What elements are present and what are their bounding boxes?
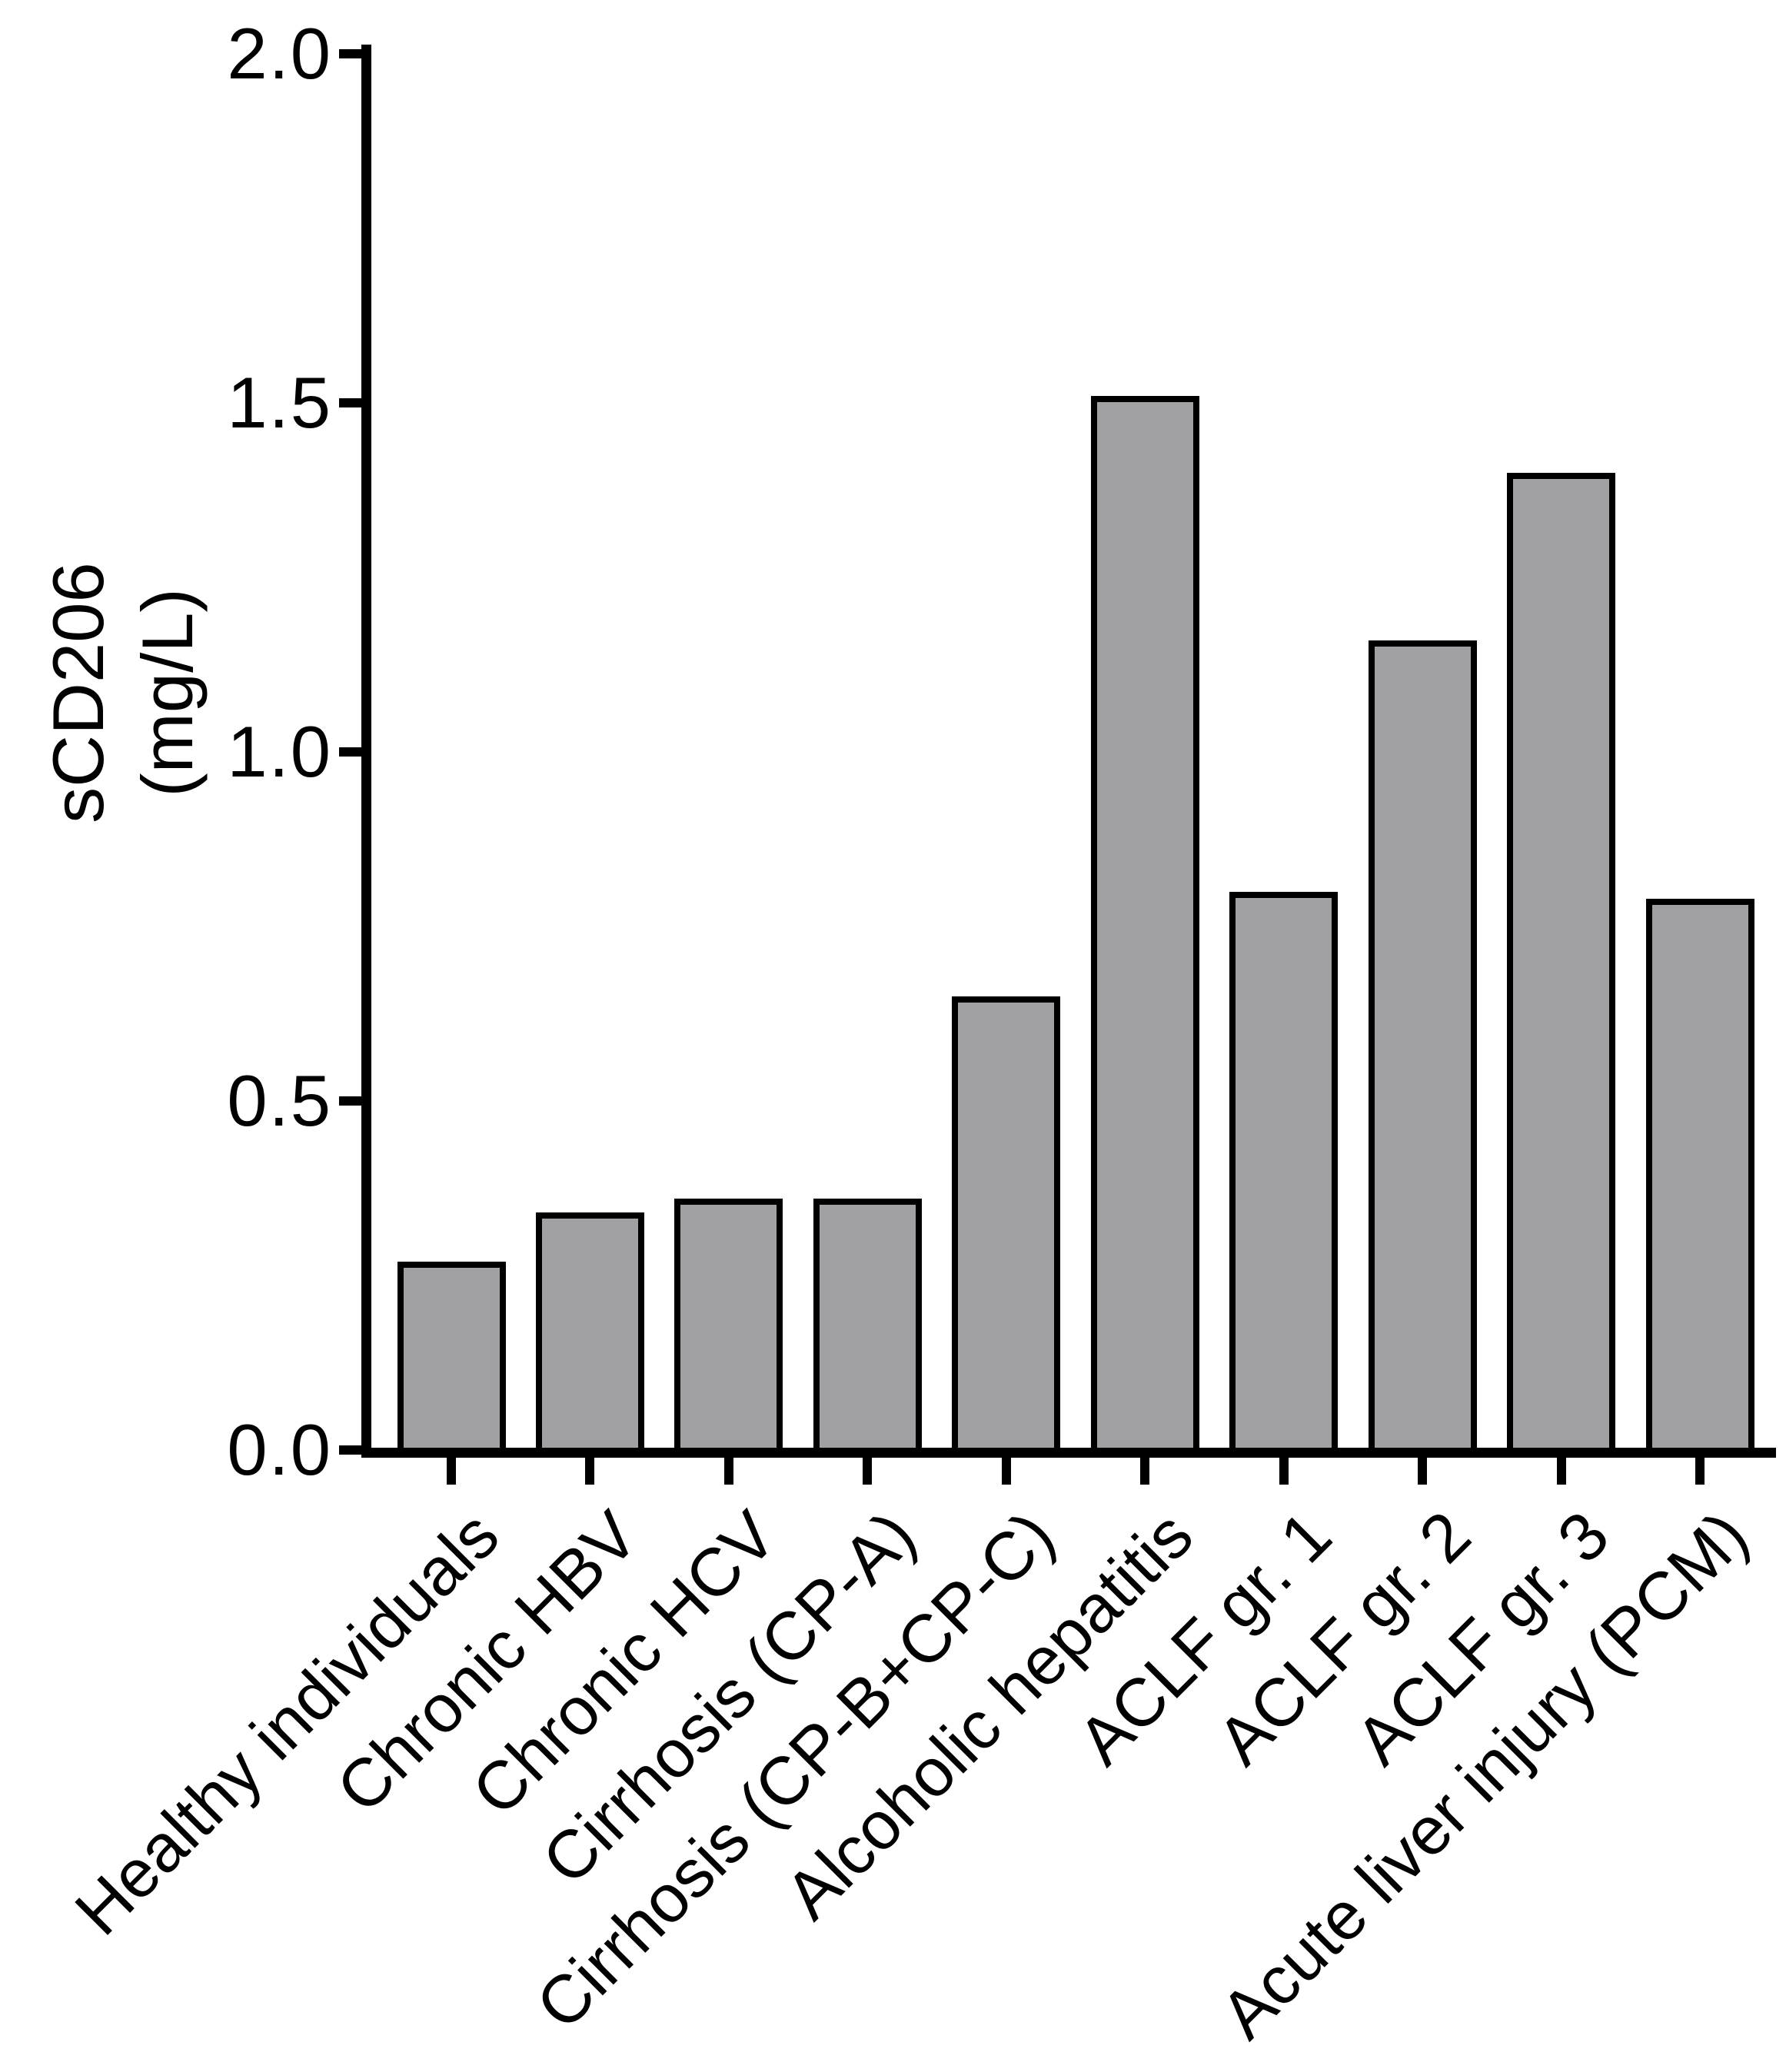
x-axis-tick xyxy=(1279,1452,1289,1485)
y-tick-label: 0.5 xyxy=(227,1060,332,1141)
y-axis-tick xyxy=(339,49,370,58)
y-axis-tick xyxy=(339,747,370,757)
bar-alcoholic-hepatitis xyxy=(1090,395,1199,1454)
bar-aclf-gr-2 xyxy=(1368,640,1477,1454)
x-axis-tick xyxy=(1695,1452,1705,1485)
bar-acute-liver-injury-pcm- xyxy=(1645,898,1754,1454)
x-axis-tick xyxy=(585,1452,595,1485)
x-axis-tick xyxy=(447,1452,456,1485)
y-axis-tick xyxy=(339,398,370,407)
x-axis-tick xyxy=(1140,1452,1150,1485)
x-axis-tick xyxy=(863,1452,873,1485)
bar-healthy-individuals xyxy=(397,1261,506,1454)
bar-cirrhosis-cp-b-cp-c- xyxy=(952,996,1061,1454)
bar-cirrhosis-cp-a- xyxy=(813,1199,922,1454)
x-axis-tick xyxy=(1418,1452,1428,1485)
x-axis-tick xyxy=(1001,1452,1011,1485)
y-axis-tick xyxy=(339,1096,370,1106)
x-axis-tick xyxy=(723,1452,733,1485)
bar-chronic-hbv xyxy=(535,1212,644,1454)
y-tick-label: 1.5 xyxy=(227,362,332,443)
bar-aclf-gr-1 xyxy=(1229,891,1339,1454)
y-tick-label: 2.0 xyxy=(227,13,332,94)
y-tick-label: 0.0 xyxy=(227,1409,332,1490)
x-axis-tick xyxy=(1556,1452,1566,1485)
y-axis-tick xyxy=(339,1445,370,1455)
y-tick-label: 1.0 xyxy=(227,711,332,792)
bar-aclf-gr-3 xyxy=(1507,472,1616,1454)
bar-chronic-hcv xyxy=(674,1199,783,1454)
